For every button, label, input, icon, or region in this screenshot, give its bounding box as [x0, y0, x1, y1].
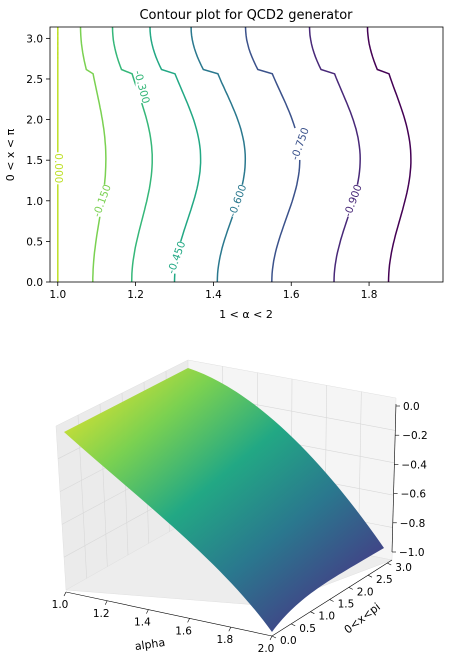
surface-x-tick-label: 1.6: [175, 625, 192, 637]
surface-y-axis-line: [271, 559, 393, 637]
surface-y-tick-label: 2.5: [376, 574, 393, 586]
y-tick-label: 3.0: [26, 33, 43, 45]
contour-plot-frame: [49, 26, 444, 283]
surface-y-tick-mark: [329, 599, 334, 602]
surface-y-tick-label: 0.0: [280, 635, 297, 647]
x-tick-label: 1.6: [283, 289, 300, 301]
x-tick-label: 1.0: [49, 289, 66, 301]
contour-title: Contour plot for QCD2 generator: [139, 8, 353, 23]
surface-y-tick-mark: [348, 587, 353, 590]
surface-z-tick-label: −0.8: [400, 518, 426, 530]
contour-chart: Contour plot for QCD2 generator 0.000 -0.…: [4, 8, 444, 321]
surface-y-tick-label: 1.0: [318, 611, 335, 623]
x-tick-label: 1.8: [361, 289, 378, 301]
contour-label-backdrop: [231, 184, 244, 217]
y-tick-label: 2.5: [26, 74, 43, 86]
surface-x-axis-label: alpha: [134, 636, 166, 653]
surface-x-axis-line: [65, 591, 273, 637]
surface-x-tick-mark: [269, 635, 273, 641]
surface-x-tick-label: 2.0: [258, 643, 275, 655]
surface-x-tick-label: 1.8: [216, 634, 233, 646]
surface-x-ticks: 1.0 1.2 1.4 1.6 1.8 2.0: [52, 591, 275, 655]
contour-line: [149, 26, 202, 283]
contour-level-label: 0.000: [52, 153, 64, 183]
surface-mesh: [64, 368, 384, 632]
contour-label-backdrop: [135, 71, 148, 104]
surface-y-tick-mark: [310, 611, 315, 614]
surface-x-tick-mark: [146, 609, 149, 614]
y-tick-label: 2.0: [26, 115, 43, 127]
surface-y-tick-mark: [291, 623, 296, 627]
surface-z-tick-label: 0.0: [403, 401, 420, 413]
surface-z-tick-label: −0.6: [401, 489, 427, 501]
surface-x-tick-label: 1.0: [52, 599, 69, 611]
surface-y-tick-mark: [387, 562, 392, 566]
contour-x-ticks: 1.0 1.2 1.4 1.6 1.8: [49, 282, 377, 301]
contour-labels: 0.000 -0.150 -0.300 -0.450 -0.600 -0.750 -0.90…: [51, 69, 365, 276]
contour-line: [190, 26, 247, 283]
contour-y-axis-label: 0 < x < π: [4, 128, 17, 181]
contour-label-backdrop: [170, 241, 183, 274]
y-tick-label: 1.5: [26, 155, 43, 167]
surface-x-tick-mark: [228, 627, 232, 632]
surface-x-tick-mark: [187, 618, 190, 623]
contour-lines: [57, 26, 412, 283]
contour-label-backdrop: [294, 127, 307, 160]
surface-y-tick-label: 0.5: [299, 623, 316, 635]
contour-label-backdrop: [96, 184, 109, 217]
surface-y-tick-mark: [271, 635, 277, 639]
surface-chart: 1.01.21.41.61.82.0 0.00.51.01.52.02.53.0…: [52, 359, 428, 655]
surface-z-tick-label: −0.4: [401, 459, 427, 471]
surface-y-tick-label: 3.0: [395, 562, 412, 574]
contour-y-ticks: 0.0 0.5 1.0 1.5 2.0 2.5 3.0: [26, 33, 50, 289]
surface-x-tick-mark: [63, 591, 67, 597]
y-tick-label: 0.5: [26, 236, 43, 248]
contour-level-label: -0.900: [342, 183, 365, 219]
contour-line: [111, 26, 153, 283]
contour-level-label: -0.300: [131, 69, 151, 105]
x-tick-label: 1.2: [127, 289, 144, 301]
contour-x-axis-label: 1 < α < 2: [219, 308, 273, 321]
surface-x-tick-label: 1.2: [93, 608, 110, 620]
contour-level-label: -0.750: [289, 126, 312, 162]
surface-z-tick-label: −0.2: [402, 430, 428, 442]
surface-z-tick-label: −1.0: [399, 547, 425, 559]
x-tick-label: 1.4: [205, 289, 222, 301]
contour-label-backdrop: [347, 184, 360, 217]
surface-z-axis-line: [391, 403, 397, 553]
surface-z-ticks: 0.0 −0.2 −0.4 −0.6 −0.8 −1.0: [392, 401, 428, 559]
surface-x-tick-label: 1.4: [134, 617, 151, 629]
surface-y-tick-label: 2.0: [357, 586, 374, 598]
contour-line: [308, 26, 361, 283]
surface-y-tick-label: 1.5: [338, 599, 355, 611]
contour-level-label: -0.150: [91, 183, 114, 219]
y-tick-label: 0.0: [26, 277, 43, 289]
contour-level-label: -0.600: [227, 183, 250, 219]
surface-y-tick-mark: [367, 574, 373, 578]
y-tick-label: 1.0: [26, 196, 43, 208]
contour-label-backdrop: [51, 152, 64, 185]
contour-line: [79, 26, 107, 282]
surface-x-tick-mark: [104, 600, 108, 605]
surface-y-ticks: 0.00.51.01.52.02.53.0: [271, 562, 412, 647]
contour-line: [366, 26, 412, 283]
contour-level-label: -0.450: [165, 240, 188, 276]
